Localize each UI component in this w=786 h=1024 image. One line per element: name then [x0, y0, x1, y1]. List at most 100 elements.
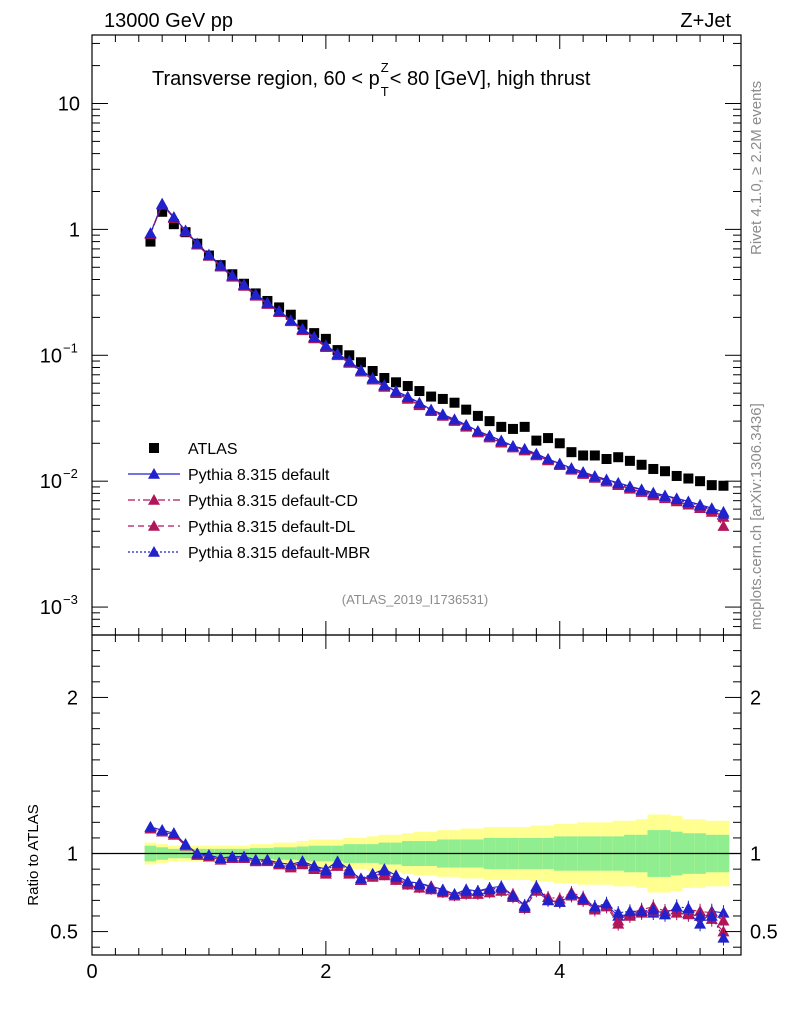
data-point [426, 391, 437, 402]
data-point [157, 206, 168, 217]
ratio-point [705, 909, 718, 921]
data-point [367, 366, 378, 377]
ratio-point [156, 824, 169, 835]
ratio-point [658, 908, 671, 920]
ratio-point [518, 900, 531, 912]
data-point [530, 448, 543, 459]
x-tick-label: 4 [554, 961, 565, 983]
ratio-point [588, 900, 601, 912]
data-point [320, 333, 331, 344]
data-point [226, 269, 239, 281]
ratio-point [191, 847, 204, 859]
data-point [308, 331, 321, 343]
y-tick-label: 10 [58, 93, 80, 115]
data-point [717, 507, 730, 519]
ratio-point [717, 914, 730, 926]
data-point [168, 219, 179, 230]
legend-label: ATLAS [188, 441, 238, 458]
x-tick-label: 2 [320, 961, 331, 983]
data-point [623, 480, 636, 492]
ratio-point [717, 931, 730, 943]
data-point [682, 496, 695, 508]
ratio-y-tick-label-right: 0.5 [750, 922, 778, 944]
ratio-point [612, 906, 625, 918]
data-point [296, 323, 309, 335]
legend-label: Pythia 8.315 default-CD [188, 493, 358, 510]
data-point [635, 484, 648, 495]
mcplots-reference-label: mcplots.cern.ch [arXiv:1306.3436] [748, 403, 765, 630]
ratio-series-pythia-8-315-default-mbr [144, 821, 730, 946]
data-point [578, 450, 589, 461]
ratio-point [413, 878, 426, 890]
ratio-point [354, 872, 367, 884]
data-point [471, 425, 484, 436]
data-point [670, 493, 683, 504]
data-point [379, 373, 390, 384]
data-point [461, 404, 472, 415]
data-point [249, 288, 262, 300]
data-point [214, 259, 227, 271]
legend-marker [148, 468, 160, 479]
ratio-panel-frame [91, 634, 742, 956]
y-tick-label-base: 10 [40, 471, 62, 493]
data-point [331, 348, 344, 360]
legend-label: Pythia 8.315 default-DL [188, 519, 355, 536]
data-point [390, 385, 403, 397]
ratio-point [612, 917, 625, 929]
data-point [355, 357, 366, 368]
data-point [179, 224, 192, 236]
data-point [436, 408, 449, 420]
legend-label: Pythia 8.315 default-MBR [188, 545, 370, 562]
data-point [658, 490, 671, 501]
data-point [624, 455, 635, 466]
data-point [483, 429, 496, 441]
ratio-point [319, 864, 332, 876]
ratio-point [506, 889, 519, 901]
data-point [717, 520, 730, 531]
ratio-point [343, 864, 356, 876]
y-tick-label-exponent: −3 [63, 592, 78, 607]
data-point [167, 211, 180, 222]
ratio-point [553, 895, 566, 907]
plot-title-sup: Z [381, 60, 389, 75]
data-point [391, 377, 402, 388]
y-tick-label-base: 10 [58, 93, 80, 115]
data-point [565, 462, 578, 474]
ratio-uncertainty-bands [92, 814, 741, 893]
y-tick-label: 10 −3 [40, 592, 78, 619]
ratio-point [425, 881, 438, 893]
legend-marker [148, 520, 160, 531]
data-point [554, 438, 565, 449]
data-point [636, 459, 647, 470]
data-point [437, 393, 448, 404]
legend-marker [149, 443, 159, 453]
ratio-point [577, 892, 590, 904]
plot-title-rest: < 80 [GeV], high thrust [390, 68, 591, 90]
y-tick-label-exponent: −1 [63, 340, 78, 355]
data-point [659, 466, 670, 477]
data-point [648, 463, 659, 474]
data-point [589, 450, 600, 461]
ratio-y-tick-label: 1 [67, 844, 78, 866]
data-point [566, 447, 577, 458]
data-point [588, 470, 601, 482]
ratio-point [296, 855, 309, 867]
data-point [402, 381, 413, 392]
y-tick-label: 10 −1 [40, 340, 78, 367]
x-tick-label: 0 [86, 961, 97, 983]
data-point [577, 466, 590, 478]
data-point [506, 440, 519, 451]
data-point [718, 480, 729, 491]
data-point [202, 249, 215, 260]
data-point [413, 397, 426, 409]
y-tick-label-base: 10 [40, 597, 62, 619]
ratio-point [530, 881, 543, 893]
data-point [600, 474, 613, 485]
ratio-point [436, 885, 449, 896]
data-point [378, 379, 391, 391]
ratio-point [378, 864, 391, 876]
data-point [343, 355, 356, 367]
ratio-point [249, 853, 262, 865]
ratio-point [623, 905, 636, 917]
data-point [647, 487, 660, 499]
